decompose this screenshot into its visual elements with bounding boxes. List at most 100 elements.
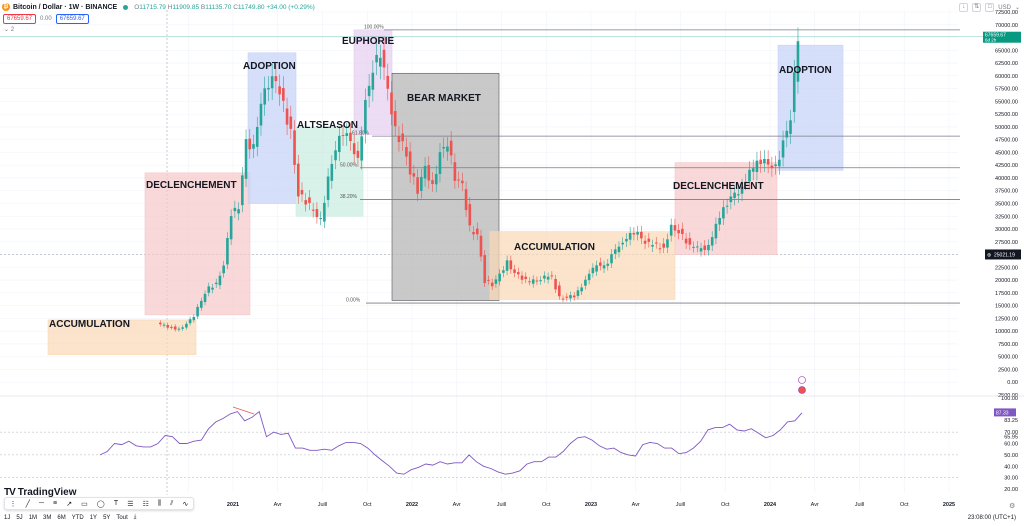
- candle[interactable]: [751, 168, 755, 172]
- phase-box-adoption[interactable]: [777, 44, 844, 171]
- draw-tool-2-icon[interactable]: ─: [38, 500, 44, 507]
- candle[interactable]: [707, 244, 710, 251]
- candle[interactable]: [293, 130, 296, 165]
- candle[interactable]: [196, 306, 199, 317]
- candle[interactable]: [337, 135, 341, 153]
- indicators-collapse-toggle[interactable]: ⌄ 2: [4, 27, 15, 33]
- candle[interactable]: [390, 92, 393, 115]
- candle[interactable]: [587, 273, 591, 281]
- candle[interactable]: [733, 192, 736, 199]
- candle[interactable]: [662, 243, 666, 248]
- candle[interactable]: [710, 237, 714, 246]
- candle[interactable]: [621, 242, 624, 245]
- candle[interactable]: [296, 163, 300, 197]
- candle[interactable]: [200, 300, 203, 308]
- candle[interactable]: [785, 130, 789, 138]
- candle[interactable]: [591, 267, 595, 274]
- candle[interactable]: [412, 173, 416, 177]
- draw-tool-4-icon[interactable]: ↗: [66, 500, 73, 508]
- candle[interactable]: [457, 179, 460, 181]
- candle[interactable]: [315, 209, 319, 218]
- candle[interactable]: [543, 275, 546, 279]
- phase-box-declenchement[interactable]: [674, 162, 778, 255]
- candle[interactable]: [535, 280, 539, 282]
- candle[interactable]: [759, 159, 762, 164]
- candle[interactable]: [475, 228, 479, 235]
- candle[interactable]: [792, 72, 796, 113]
- draw-tool-12-icon[interactable]: ∿: [182, 500, 189, 508]
- timezone-clock[interactable]: 23:08:00 (UTC+1): [967, 515, 1016, 521]
- candle[interactable]: [371, 72, 375, 90]
- download-icon[interactable]: ↓: [959, 3, 969, 12]
- candle[interactable]: [177, 328, 181, 330]
- candle[interactable]: [431, 180, 434, 184]
- candle[interactable]: [416, 177, 419, 194]
- range-5j[interactable]: 5J: [16, 514, 23, 521]
- candle[interactable]: [606, 263, 610, 266]
- candle[interactable]: [248, 138, 252, 150]
- draw-tool-10-icon[interactable]: ⫼: [157, 499, 162, 507]
- candle[interactable]: [259, 103, 263, 126]
- candle[interactable]: [509, 260, 513, 270]
- candle[interactable]: [725, 205, 729, 207]
- candle[interactable]: [666, 239, 669, 248]
- candle[interactable]: [669, 224, 673, 236]
- range-5y[interactable]: 5Y: [103, 514, 111, 521]
- candle[interactable]: [654, 242, 658, 244]
- candle[interactable]: [490, 282, 494, 287]
- candle[interactable]: [446, 146, 449, 152]
- candle[interactable]: [636, 231, 639, 235]
- candle[interactable]: [226, 238, 229, 265]
- candle[interactable]: [434, 173, 438, 185]
- candle[interactable]: [550, 275, 554, 277]
- candle[interactable]: [748, 169, 751, 182]
- candle[interactable]: [382, 49, 386, 68]
- candle[interactable]: [393, 111, 397, 127]
- candle[interactable]: [789, 120, 792, 134]
- candle[interactable]: [386, 75, 390, 89]
- rsi-line[interactable]: [99, 410, 803, 475]
- candle[interactable]: [367, 85, 371, 97]
- candle[interactable]: [170, 326, 173, 328]
- candle[interactable]: [584, 279, 587, 286]
- candle[interactable]: [319, 218, 322, 220]
- candle[interactable]: [453, 162, 457, 181]
- candle[interactable]: [744, 181, 748, 183]
- buy-button[interactable]: 67659.67: [55, 14, 89, 24]
- candle[interactable]: [628, 233, 632, 240]
- candle[interactable]: [468, 204, 472, 226]
- range-tout[interactable]: Tout: [116, 514, 128, 521]
- settings-icon[interactable]: ⚙: [1009, 502, 1015, 510]
- candle[interactable]: [558, 285, 561, 297]
- candle[interactable]: [282, 88, 285, 101]
- candle[interactable]: [703, 245, 707, 250]
- flag-icon[interactable]: [798, 386, 806, 394]
- candle[interactable]: [181, 327, 184, 329]
- candle[interactable]: [233, 207, 237, 212]
- candle[interactable]: [241, 175, 244, 206]
- candle[interactable]: [722, 207, 725, 219]
- draw-tool-1-icon[interactable]: ╱: [25, 500, 30, 508]
- candle[interactable]: [360, 136, 363, 161]
- candle[interactable]: [531, 279, 535, 284]
- phase-box-declenchement[interactable]: [144, 172, 251, 316]
- candle[interactable]: [218, 275, 222, 286]
- candle[interactable]: [539, 280, 542, 282]
- rsi-divergence-line[interactable]: [232, 406, 255, 415]
- candle[interactable]: [796, 41, 800, 82]
- draw-tool-3-icon[interactable]: ≡: [53, 500, 58, 507]
- candle[interactable]: [222, 265, 225, 274]
- candle[interactable]: [162, 324, 166, 326]
- candle[interactable]: [401, 133, 404, 142]
- candle[interactable]: [289, 116, 293, 129]
- candle[interactable]: [472, 231, 475, 235]
- candle[interactable]: [569, 295, 572, 299]
- candle[interactable]: [763, 158, 766, 164]
- candle[interactable]: [640, 231, 643, 239]
- candle[interactable]: [203, 293, 207, 303]
- candle[interactable]: [423, 165, 427, 179]
- candle[interactable]: [207, 286, 211, 293]
- candle[interactable]: [572, 295, 576, 298]
